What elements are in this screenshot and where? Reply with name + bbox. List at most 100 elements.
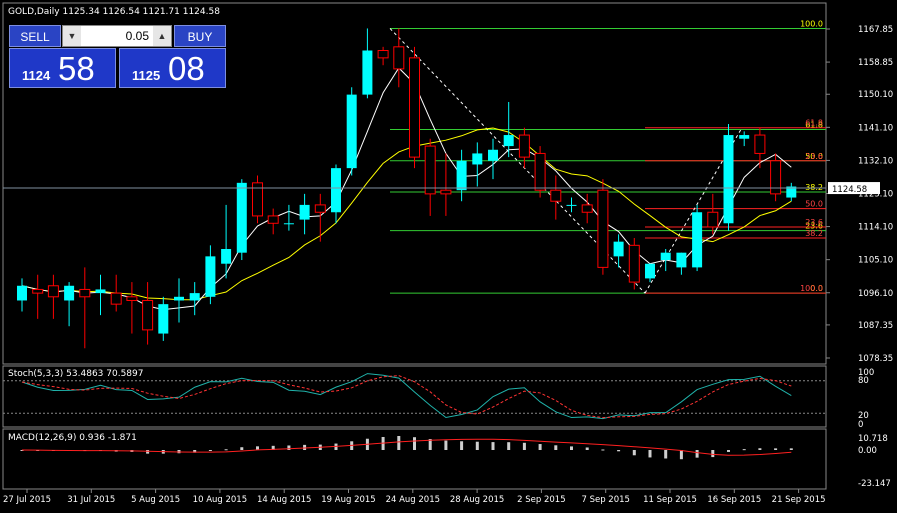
- sell-price-pips: 58: [58, 50, 95, 87]
- fib-lower-level-label: 23.6: [805, 152, 823, 161]
- macd-tick-label: 10.718: [858, 434, 888, 444]
- candle-body: [707, 211, 719, 228]
- symbol-title: GOLD,Daily 1125.34 1126.54 1121.71 1124.…: [8, 7, 220, 17]
- candle-body: [110, 292, 122, 305]
- fib-lower-level-label: 61.8: [805, 119, 823, 128]
- date-tick-label: 10 Aug 2015: [193, 495, 247, 505]
- macd-histogram-bar: [554, 445, 558, 450]
- candle-body: [660, 252, 671, 261]
- candle-body: [331, 168, 341, 213]
- macd-histogram-bar: [711, 450, 715, 458]
- sell-price-prefix: 1124: [22, 68, 51, 83]
- macd-histogram-bar: [522, 442, 526, 450]
- macd-histogram-bar: [570, 446, 573, 450]
- lot-decrease-arrow-icon[interactable]: ▼: [63, 26, 81, 46]
- candle-body: [47, 285, 59, 298]
- candle-body: [283, 223, 294, 225]
- candle-body: [566, 204, 577, 206]
- fib-lower-level-label: 38.2: [805, 229, 823, 238]
- date-tick-label: 2 Sep 2015: [517, 495, 565, 505]
- stoch-tick-label: 0: [858, 420, 863, 430]
- candle-body: [205, 256, 216, 297]
- price-tick-label: 1167.85: [858, 25, 893, 35]
- macd-histogram-bar: [271, 445, 275, 450]
- candle-body: [142, 299, 154, 331]
- macd-histogram-bar: [224, 449, 228, 451]
- price-tick-label: 1114.10: [858, 223, 893, 233]
- candle-body: [299, 204, 310, 220]
- sell-button[interactable]: SELL: [9, 25, 61, 47]
- lot-size-stepper[interactable]: ▼ 0.05 ▲: [62, 25, 172, 47]
- lot-increase-arrow-icon[interactable]: ▲: [153, 26, 171, 46]
- date-tick-label: 5 Aug 2015: [131, 495, 180, 505]
- price-tick-label: 1087.35: [858, 321, 893, 331]
- buy-button[interactable]: BUY: [174, 25, 226, 47]
- candle-body: [236, 182, 247, 253]
- macd-histogram-bar: [632, 450, 636, 456]
- candle-body: [409, 57, 420, 158]
- fib-upper-level-label: 0.0: [810, 284, 823, 293]
- candle-body: [95, 289, 106, 294]
- price-tick-label: 1123.10: [858, 190, 893, 200]
- candle-body: [440, 189, 452, 195]
- fib-upper-level-label: 50.0: [805, 152, 823, 161]
- macd-signal-line: [21, 438, 792, 456]
- macd-histogram-bar: [742, 449, 746, 451]
- candle-body: [252, 182, 263, 217]
- candle-body: [488, 149, 498, 161]
- macd-histogram-bar: [789, 448, 793, 450]
- macd-histogram-bar: [303, 444, 307, 450]
- lot-size-value[interactable]: 0.05: [125, 29, 149, 43]
- date-tick-label: 31 Jul 2015: [67, 495, 115, 505]
- date-tick-label: 24 Aug 2015: [386, 495, 440, 505]
- macd-histogram-bar: [240, 447, 244, 450]
- candle-body: [221, 249, 232, 264]
- macd-label: MACD(12,26,9) 0.936 -1.871: [8, 433, 137, 443]
- macd-histogram-bar: [146, 450, 150, 454]
- current-price-marker: [828, 182, 880, 195]
- date-tick-label: 7 Sep 2015: [581, 495, 629, 505]
- stoch-main-line: [21, 373, 792, 420]
- macd-histogram-bar: [491, 442, 495, 450]
- fib-lower-level-label: 23.6: [805, 218, 823, 227]
- candle-body: [126, 296, 138, 301]
- macd-tick-label: -23.147: [858, 479, 891, 489]
- price-tick-label: 1096.10: [858, 289, 893, 299]
- candle-body: [550, 189, 562, 202]
- macd-histogram-bar: [727, 450, 730, 452]
- macd-histogram-bar: [601, 449, 605, 451]
- macd-histogram-bar: [664, 450, 668, 459]
- price-tick-label: 1105.10: [858, 256, 893, 266]
- candle-body: [628, 244, 640, 283]
- macd-histogram-bar: [193, 450, 197, 453]
- fib-lower-level-label: 50.0: [805, 200, 823, 209]
- fib-upper-level-label: 100.0: [800, 19, 823, 28]
- candle-body: [456, 160, 467, 191]
- fib-upper-level-label: 23.6: [805, 222, 823, 231]
- macd-histogram-bar: [648, 450, 652, 458]
- candle-body: [503, 135, 514, 147]
- candle-body: [739, 135, 750, 139]
- candle-body: [534, 152, 546, 191]
- candle-body: [723, 135, 734, 224]
- fib-lower-trendline: [644, 127, 743, 294]
- macd-histogram-bar: [617, 450, 621, 452]
- stoch-label: Stoch(5,3,3) 53.4863 70.5897: [8, 369, 143, 379]
- candle-body: [64, 285, 75, 301]
- stoch-tick-label: 20: [858, 411, 869, 421]
- current-price-label: 1124.58: [832, 185, 867, 195]
- macd-histogram-bar: [397, 436, 401, 450]
- price-tick-label: 1150.10: [858, 90, 893, 100]
- candle-body: [692, 212, 703, 268]
- one-click-trading-panel: SELL ▼ 0.05 ▲ BUY 1124 58 1125 08: [0, 0, 226, 88]
- date-tick-label: 19 Aug 2015: [321, 495, 375, 505]
- candle-body: [518, 134, 530, 158]
- date-tick-label: 27 Jul 2015: [3, 495, 51, 505]
- buy-price-button[interactable]: 1125 08: [119, 48, 226, 88]
- candle-body: [581, 204, 593, 213]
- price-tick-label: 1158.85: [858, 58, 893, 68]
- sell-price-button[interactable]: 1124 58: [9, 48, 116, 88]
- candle-body: [786, 186, 797, 198]
